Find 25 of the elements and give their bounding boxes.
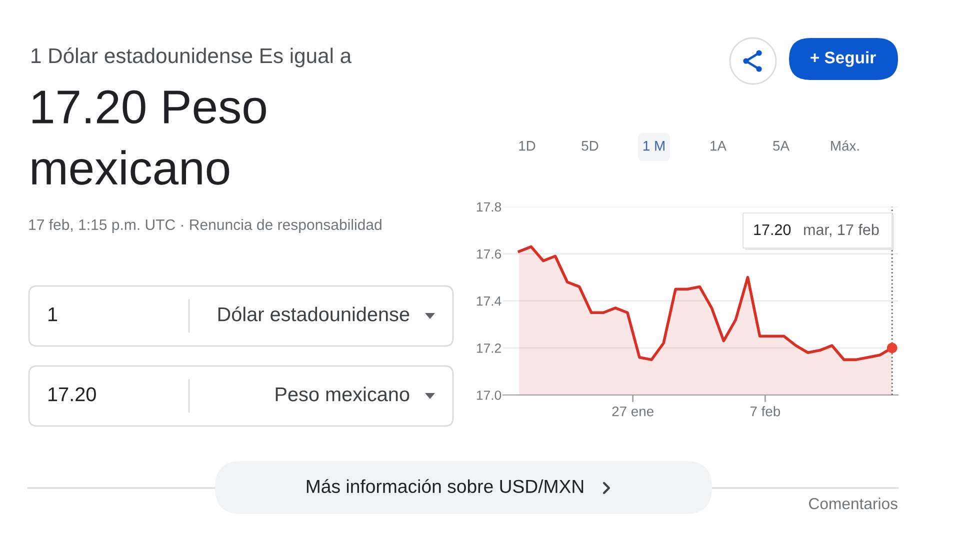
y-tick-label: 17.4 <box>476 296 502 306</box>
y-tick-label: 17.6 <box>476 249 502 259</box>
annotation: 17.20 <box>754 224 791 236</box>
y-tick-label: 17.0 <box>476 390 502 400</box>
text: Comentarios <box>809 498 898 510</box>
text: 1A <box>710 141 726 151</box>
text: Más información sobre USD/MXN <box>306 479 584 493</box>
text: 17 feb, 1:15 p.m. UTC · Renuncia de responsabilidad <box>29 219 382 233</box>
y-tick-label: 17.2 <box>476 343 501 353</box>
text: 1 <box>48 307 58 322</box>
text: 1D <box>519 141 536 151</box>
text: Máx. <box>831 140 859 151</box>
text: Peso mexicano <box>276 386 410 402</box>
annotation: mar, 17 feb <box>804 224 879 237</box>
chart-title: 17.20 Peso mexicano <box>32 90 266 185</box>
x-tick-label: 7 feb <box>750 406 780 416</box>
text: 5A <box>773 141 790 151</box>
text: + Seguir <box>810 51 876 67</box>
text: 5D <box>582 141 598 151</box>
text: 17.20 <box>48 387 96 402</box>
y-tick-label: 17.8 <box>476 202 502 212</box>
text: 1 Dólar estadounidense Es igual a <box>32 47 352 68</box>
text: 1 M <box>643 141 664 151</box>
x-tick-label: 27 ene <box>612 406 654 416</box>
text: Dólar estadounidense <box>218 306 410 322</box>
